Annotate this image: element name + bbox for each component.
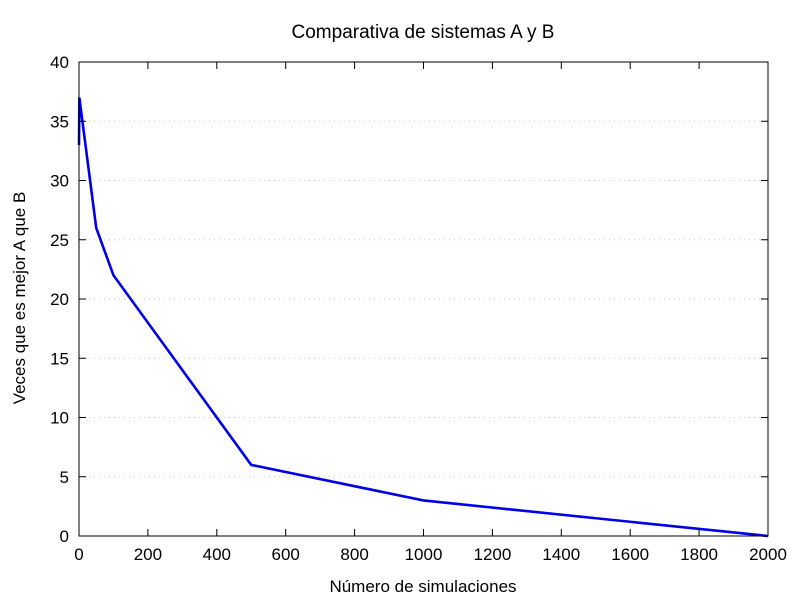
x-tick-label-1000: 1000 [405, 545, 443, 564]
x-axis-label: Número de simulaciones [329, 577, 516, 596]
x-tick-label-200: 200 [134, 545, 162, 564]
x-tick-label-2000: 2000 [749, 545, 787, 564]
y-tick-label-30: 30 [50, 172, 69, 191]
x-tick-label-600: 600 [272, 545, 300, 564]
chart-title: Comparativa de sistemas A y B [292, 22, 555, 43]
grid [79, 120, 768, 478]
y-tick-label-5: 5 [60, 468, 69, 487]
x-tick-label-0: 0 [74, 545, 83, 564]
y-tick-label-35: 35 [50, 112, 69, 131]
x-tick-label-1600: 1600 [611, 545, 649, 564]
y-tick-label-0: 0 [60, 527, 69, 546]
y-tick-label-40: 40 [50, 53, 69, 72]
series-layer [77, 97, 769, 538]
y-axis-label: Veces que es mejor A que B [10, 192, 29, 405]
x-tick-label-1200: 1200 [473, 545, 511, 564]
x-tick-label-400: 400 [203, 545, 231, 564]
x-tick-label-800: 800 [340, 545, 368, 564]
series-line-0 [77, 97, 769, 538]
y-tick-label-15: 15 [50, 349, 69, 368]
y-tick-label-20: 20 [50, 290, 69, 309]
x-tick-label-1800: 1800 [680, 545, 718, 564]
y-tick-label-10: 10 [50, 409, 69, 428]
y-tick-label-25: 25 [50, 231, 69, 250]
x-tick-label-1400: 1400 [542, 545, 580, 564]
